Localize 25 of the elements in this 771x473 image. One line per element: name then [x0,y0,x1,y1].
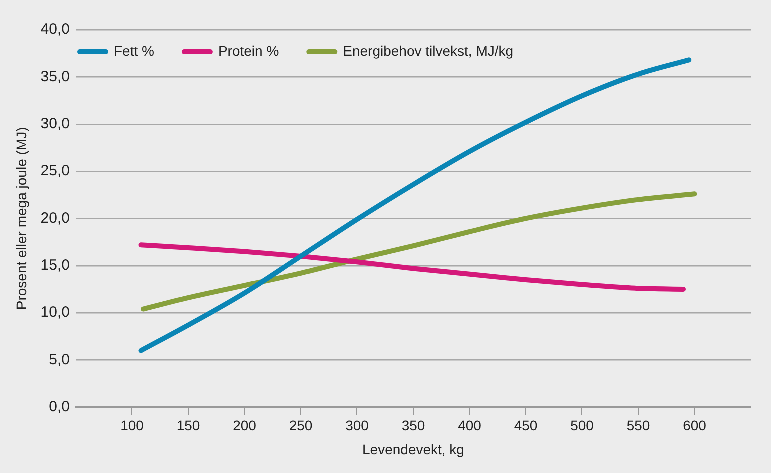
y-tick-label: 15,0 [40,257,70,274]
y-tick-label: 0,0 [49,398,70,416]
y-tick-label: 25,0 [40,162,70,180]
y-tick-label: 10,0 [40,304,70,322]
x-axis-title: Levendevekt, kg [362,441,464,458]
x-tick-label: 600 [683,418,707,434]
x-tick-label: 550 [626,418,650,434]
x-tick-label: 150 [176,418,200,434]
y-tick-label: 40,0 [40,21,70,38]
x-tick-label: 200 [233,418,257,434]
x-tick-label: 400 [458,418,482,434]
y-tick-label: 5,0 [49,351,70,368]
legend-label: Protein % [218,42,280,59]
legend-label: Fett % [114,42,154,59]
x-tick-label: 100 [120,418,144,434]
y-axis-title: Prosent eller mega joule (MJ) [13,127,30,310]
y-tick-label: 35,0 [40,68,70,86]
y-tick-label: 30,0 [40,115,70,132]
legend-label: Energibehov tilvekst, MJ/kg [343,42,514,59]
x-tick-label: 250 [289,418,313,434]
x-tick-label: 300 [346,418,370,434]
x-tick-label: 450 [514,418,538,434]
x-tick-label: 500 [570,418,594,434]
x-tick-label: 350 [402,418,426,434]
y-tick-label: 20,0 [40,210,70,227]
